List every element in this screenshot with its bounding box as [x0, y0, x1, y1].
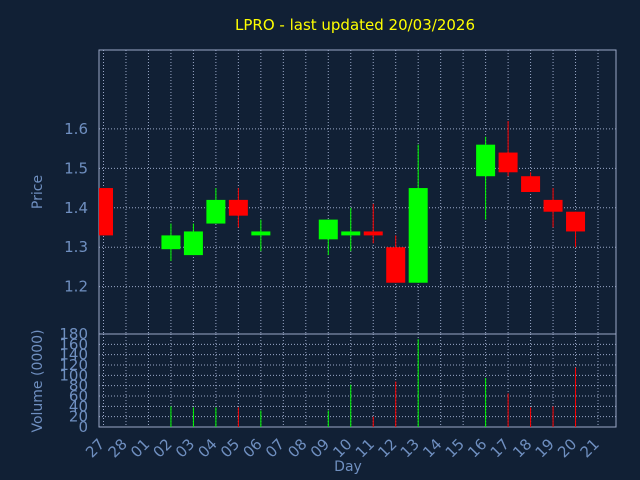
candle-body: [341, 231, 361, 236]
price-tick-label: 1.4: [64, 199, 88, 217]
volume-tick-label: 80: [69, 377, 88, 395]
price-tick-label: 1.2: [64, 278, 88, 296]
candle-body: [99, 188, 113, 236]
price-tick-label: 1.3: [64, 238, 88, 256]
price-tick-label: 1.6: [64, 120, 88, 138]
volume-panel-frame: [98, 333, 617, 428]
candle-body: [476, 144, 496, 177]
candle-body: [228, 199, 248, 216]
candle-body: [566, 211, 586, 232]
price-tick-label: 1.5: [64, 159, 88, 177]
x-axis-label: Day: [334, 459, 362, 475]
volume-tick-label: 20: [69, 408, 88, 426]
candle-body: [498, 152, 518, 173]
volume-tick-label: 180: [59, 325, 88, 343]
candle-body: [318, 219, 338, 240]
volume-axis-label: Volume (0000): [30, 329, 46, 432]
candle-body: [386, 247, 406, 283]
candle-body: [251, 231, 271, 236]
x-axis: 2728010203040506070809101112131415161718…: [82, 435, 603, 461]
volume-tick-label: 40: [69, 397, 88, 415]
day-tick-label: 21: [577, 435, 603, 461]
candle-body: [206, 199, 226, 224]
candle-body: [363, 231, 383, 236]
candle-body: [408, 188, 428, 283]
volume-tick-label: 0: [78, 418, 88, 436]
candle-body: [161, 235, 181, 250]
volume-tick-label: 140: [59, 346, 88, 364]
price-axis-label: Price: [30, 175, 46, 209]
volume-tick-label: 60: [69, 387, 88, 405]
chart-title: LPRO - last updated 20/03/2026: [235, 16, 475, 34]
candle-body: [521, 176, 541, 192]
volume-tick-label: 100: [59, 366, 88, 384]
price-panel: 1.2 1.3 1.4 1.5 1.6: [64, 49, 617, 335]
volume-tick-label: 160: [59, 335, 88, 353]
candle-body: [543, 199, 563, 212]
candle-body: [183, 231, 203, 256]
volume-tick-label: 120: [59, 356, 88, 374]
